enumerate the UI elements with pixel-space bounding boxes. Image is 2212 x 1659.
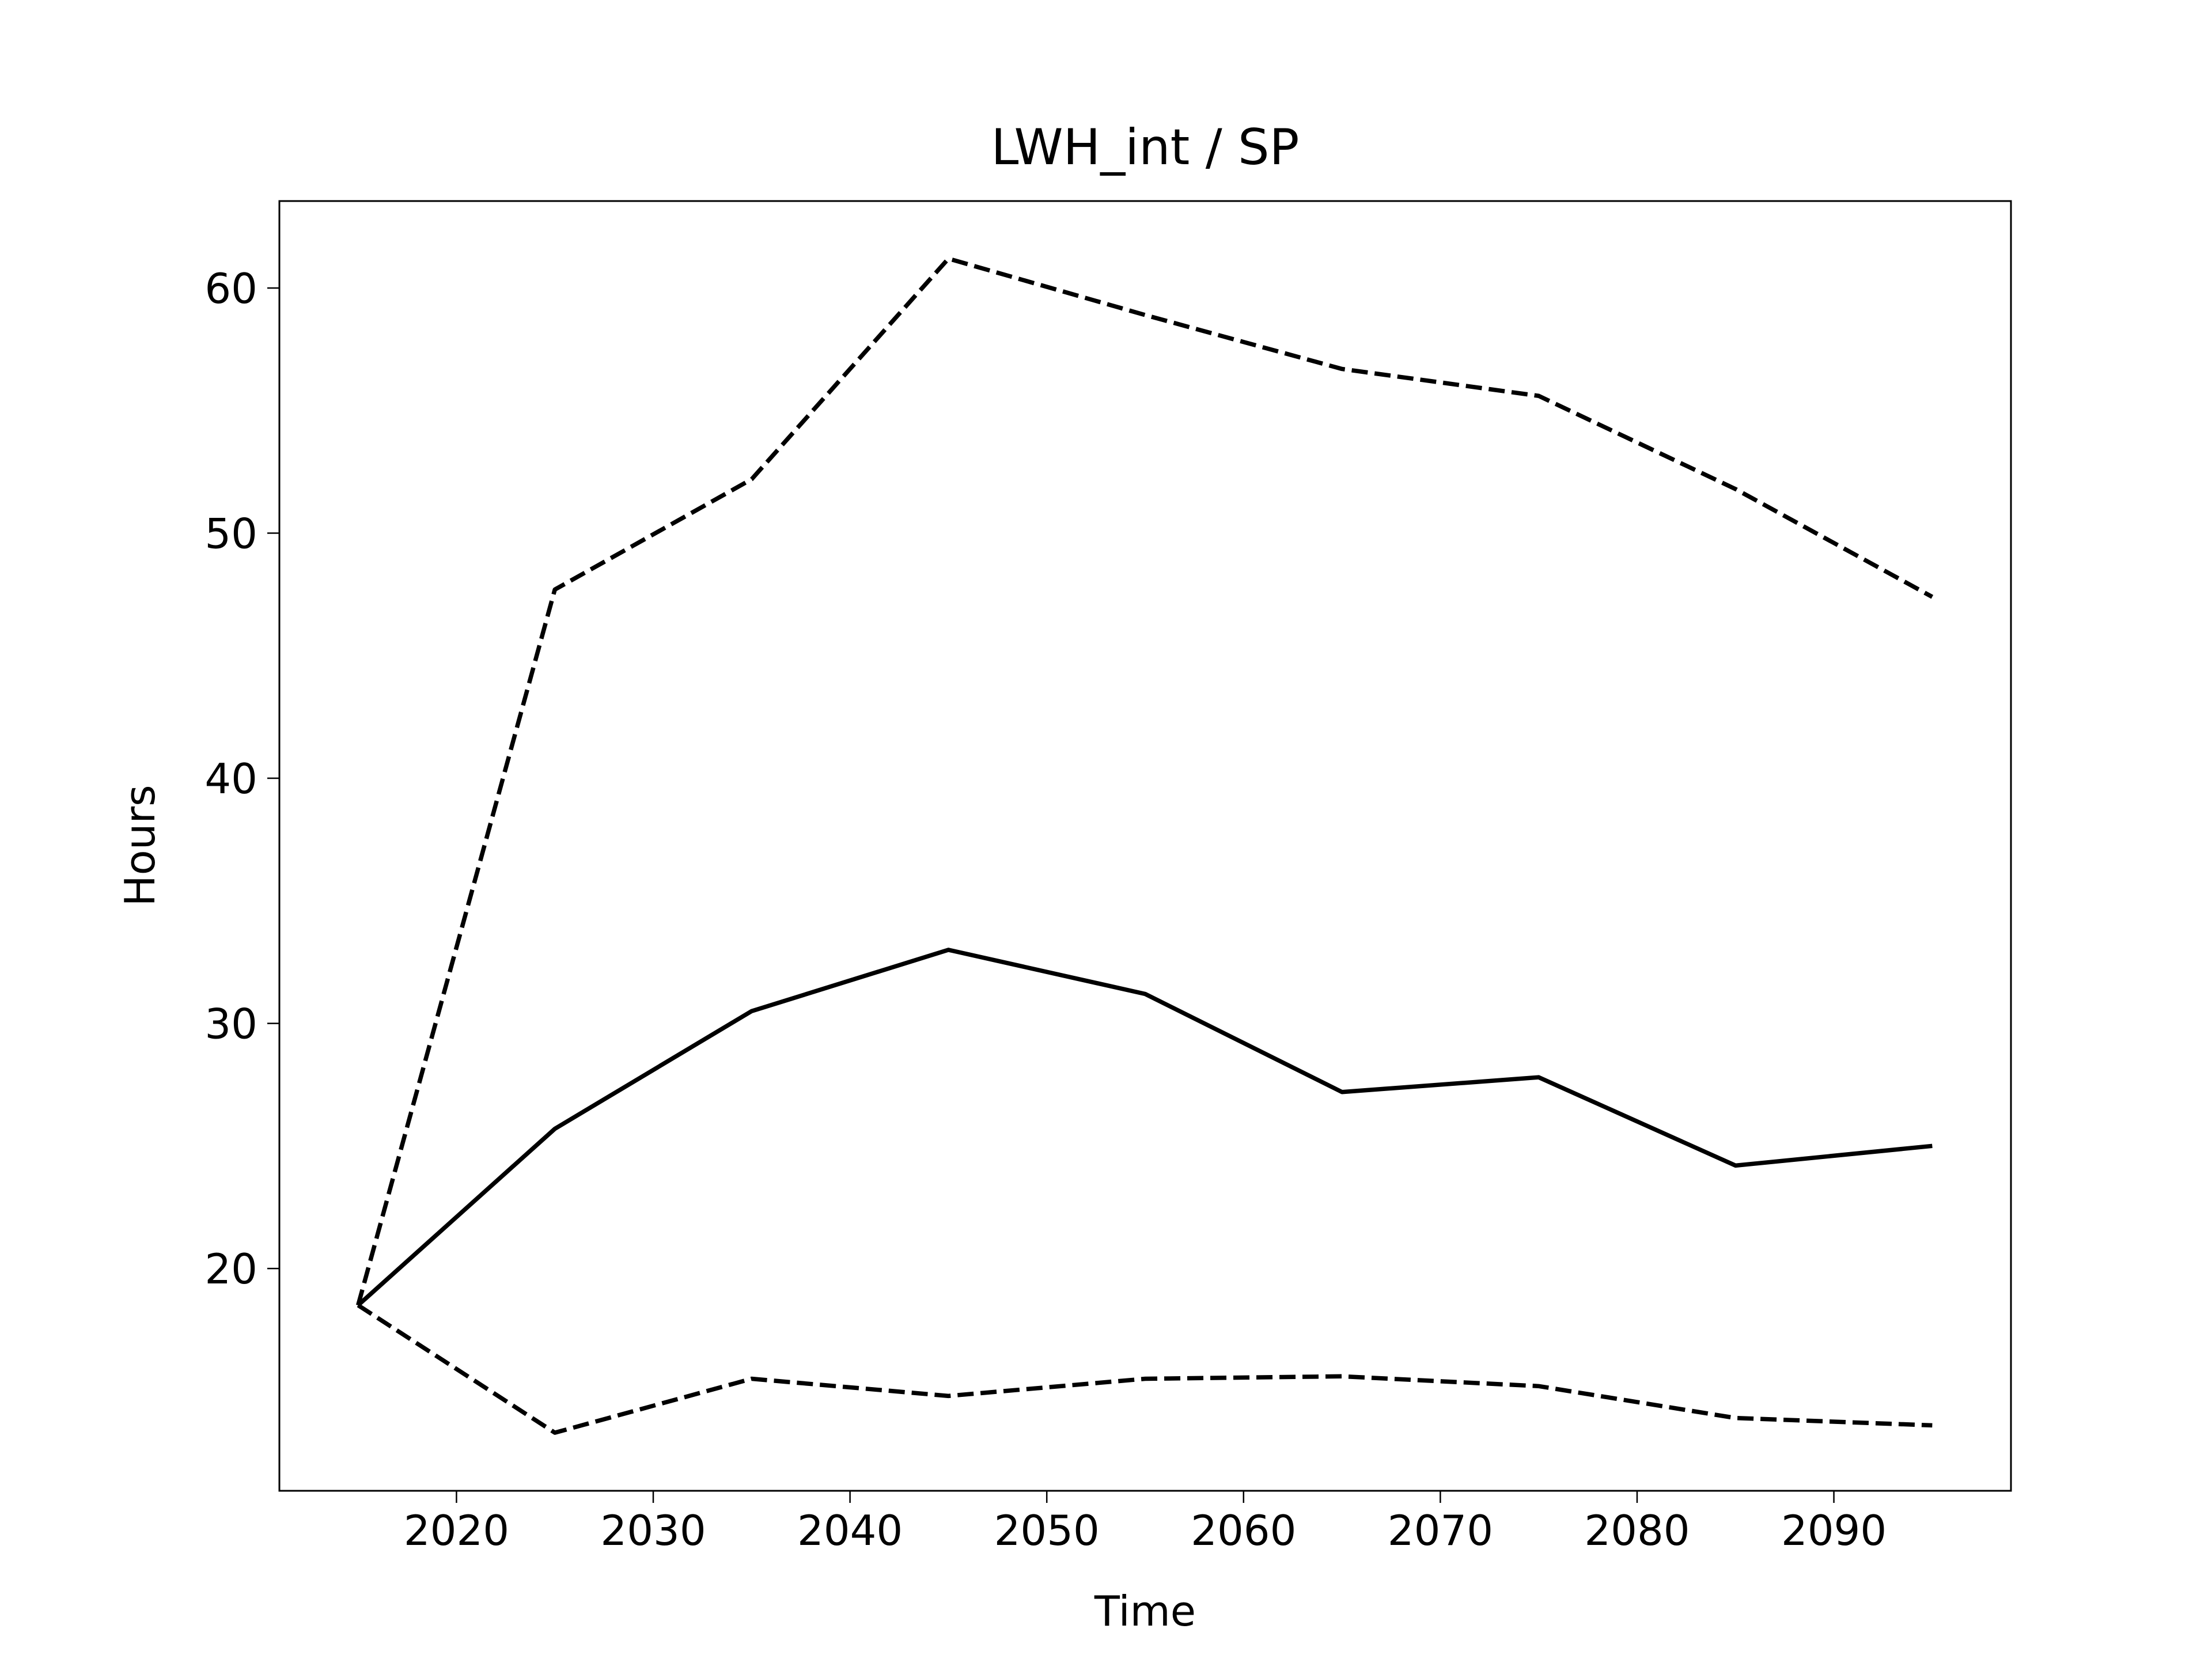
- y-axis-label: Hours: [116, 785, 164, 907]
- x-tick-label: 2090: [1781, 1506, 1887, 1555]
- x-tick-label: 2070: [1388, 1506, 1493, 1555]
- y-tick-label: 40: [204, 755, 257, 803]
- x-tick-label: 2060: [1191, 1506, 1296, 1555]
- y-tick-label: 60: [204, 264, 257, 313]
- x-tick-label: 2050: [994, 1506, 1100, 1555]
- y-tick-label: 30: [204, 1000, 257, 1048]
- chart-title: LWH_int / SP: [991, 119, 1300, 176]
- x-tick-label: 2080: [1584, 1506, 1690, 1555]
- y-tick-label: 50: [204, 510, 257, 558]
- x-tick-label: 2020: [404, 1506, 509, 1555]
- y-tick-label: 20: [204, 1245, 257, 1293]
- plot-frame: [278, 200, 2012, 1492]
- x-tick-label: 2030: [600, 1506, 706, 1555]
- x-tick-label: 2040: [797, 1506, 903, 1555]
- series-line: [357, 948, 1933, 1307]
- series-line: [356, 256, 1934, 1306]
- x-axis-label: Time: [1094, 1587, 1196, 1635]
- series-line: [357, 1303, 1933, 1435]
